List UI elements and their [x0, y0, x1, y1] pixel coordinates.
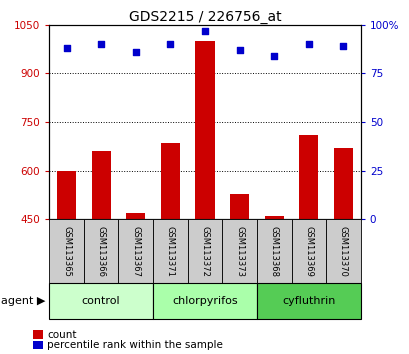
Bar	[264, 216, 283, 219]
Bar	[256, 283, 360, 319]
Point	[132, 49, 139, 55]
Bar	[326, 219, 360, 283]
Text: GSM113373: GSM113373	[234, 226, 243, 277]
Bar	[126, 213, 145, 219]
Bar	[195, 41, 214, 219]
Point	[167, 41, 173, 47]
Text: GSM113369: GSM113369	[303, 226, 312, 277]
Bar	[291, 219, 326, 283]
Bar	[57, 171, 76, 219]
Bar	[83, 219, 118, 283]
Bar	[256, 219, 291, 283]
Point	[201, 28, 208, 33]
Point	[305, 41, 311, 47]
Text: GSM113370: GSM113370	[338, 226, 347, 277]
Text: GSM113367: GSM113367	[131, 226, 140, 277]
Point	[63, 45, 70, 51]
Text: GSM113366: GSM113366	[97, 226, 106, 277]
Point	[339, 44, 346, 49]
Text: GSM113372: GSM113372	[200, 226, 209, 277]
Bar	[222, 219, 256, 283]
Bar	[160, 143, 180, 219]
Bar	[333, 148, 352, 219]
Bar	[229, 194, 249, 219]
Text: GSM113371: GSM113371	[166, 226, 175, 277]
Text: control: control	[82, 296, 120, 306]
Text: GSM113365: GSM113365	[62, 226, 71, 277]
Bar	[118, 219, 153, 283]
Text: count: count	[47, 330, 76, 339]
Text: chlorpyrifos: chlorpyrifos	[172, 296, 237, 306]
Text: percentile rank within the sample: percentile rank within the sample	[47, 340, 222, 350]
Bar	[49, 283, 153, 319]
Point	[236, 47, 242, 53]
Bar	[153, 283, 256, 319]
Bar	[299, 135, 318, 219]
Title: GDS2215 / 226756_at: GDS2215 / 226756_at	[128, 10, 281, 24]
Text: cyfluthrin: cyfluthrin	[281, 296, 335, 306]
Bar	[91, 151, 110, 219]
Bar	[187, 219, 222, 283]
Point	[270, 53, 277, 59]
Text: GSM113368: GSM113368	[269, 226, 278, 277]
Point	[98, 41, 104, 47]
Bar	[153, 219, 187, 283]
Bar	[49, 219, 83, 283]
Text: agent ▶: agent ▶	[1, 296, 45, 306]
